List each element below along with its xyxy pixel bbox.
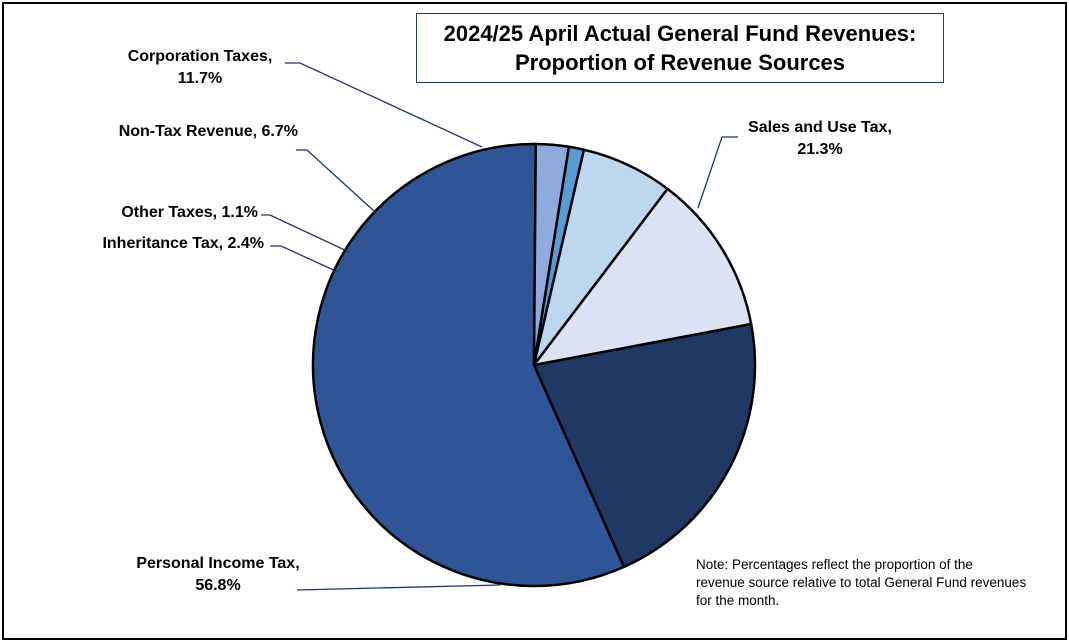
- chart-title-line-1: 2024/25 April Actual General Fund Revenu…: [443, 21, 917, 46]
- leader-line-inheritance-tax: [270, 245, 339, 273]
- leader-line-personal-income-tax: [296, 584, 501, 591]
- slice-label-non-tax-revenue: Non-Tax Revenue, 6.7%: [119, 123, 298, 140]
- slice-label-corporation-taxes-line-1: Corporation Taxes,: [128, 48, 273, 65]
- slice-label-other-taxes: Other Taxes, 1.1%: [121, 204, 258, 221]
- slice-label-sales-and-use-tax-line-1: Sales and Use Tax,: [748, 119, 892, 136]
- leader-line-sales-and-use-tax: [697, 136, 738, 209]
- pie-slice-sales-and-use-tax: [532, 322, 757, 569]
- note-line-1: Note: Percentages reflect the proportion…: [696, 557, 973, 572]
- slice-label-personal-income-tax-line-1: Personal Income Tax,: [136, 555, 299, 572]
- pie-slice-corporation-taxes: [532, 187, 753, 367]
- slice-label-inheritance-tax: Inheritance Tax, 2.4%: [102, 235, 264, 252]
- slice-label-personal-income-tax: Personal Income Tax, 56.8%: [136, 555, 299, 594]
- slice-label-personal-income-tax-line-2: 56.8%: [195, 577, 240, 594]
- pie-slices: [311, 142, 757, 588]
- pie-slice-personal-income-tax: [311, 142, 626, 588]
- leader-line-non-tax-revenue: [296, 149, 375, 212]
- slice-label-other-taxes-line-1: Other Taxes, 1.1%: [121, 204, 258, 221]
- note-line-3: for the month.: [696, 593, 780, 608]
- slice-label-corporation-taxes-line-2: 11.7%: [178, 70, 222, 87]
- chart-title: 2024/25 April Actual General Fund Revenu…: [416, 13, 944, 83]
- note-line-2: revenue source relative to total General…: [696, 575, 1027, 590]
- slice-label-non-tax-revenue-line-1: Non-Tax Revenue, 6.7%: [119, 123, 298, 140]
- slice-label-sales-and-use-tax-line-2: 21.3%: [797, 141, 842, 158]
- chart-title-line-2: Proportion of Revenue Sources: [514, 50, 846, 75]
- chart-note: Note: Percentages reflect the proportion…: [696, 556, 1058, 610]
- leader-line-corporation-taxes: [285, 62, 483, 148]
- leader-line-other-taxes: [261, 214, 350, 253]
- slice-label-sales-and-use-tax: Sales and Use Tax, 21.3%: [748, 119, 892, 158]
- slice-label-corporation-taxes: Corporation Taxes, 11.7%: [128, 48, 273, 87]
- slice-label-inheritance-tax-line-1: Inheritance Tax, 2.4%: [102, 235, 264, 252]
